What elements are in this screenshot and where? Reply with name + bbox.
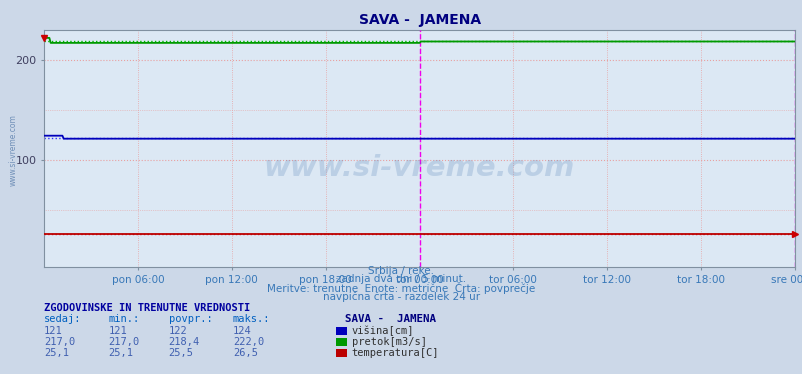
Text: min.:: min.: [108, 315, 140, 324]
Text: 218,4: 218,4 [168, 337, 200, 347]
Text: pretok[m3/s]: pretok[m3/s] [351, 337, 426, 347]
Text: maks.:: maks.: [233, 315, 270, 324]
Text: SAVA -  JAMENA: SAVA - JAMENA [345, 315, 435, 324]
Text: sedaj:: sedaj: [44, 315, 82, 324]
Text: 25,5: 25,5 [168, 348, 193, 358]
Text: zadnja dva dni / 5 minut.: zadnja dva dni / 5 minut. [336, 275, 466, 284]
Text: 121: 121 [108, 326, 127, 335]
Text: povpr.:: povpr.: [168, 315, 212, 324]
Text: 121: 121 [44, 326, 63, 335]
Text: 26,5: 26,5 [233, 348, 257, 358]
Text: navpična črta - razdelek 24 ur: navpična črta - razdelek 24 ur [322, 292, 480, 302]
Text: 217,0: 217,0 [44, 337, 75, 347]
Text: 222,0: 222,0 [233, 337, 264, 347]
Text: 124: 124 [233, 326, 251, 335]
Text: www.si-vreme.com: www.si-vreme.com [264, 154, 574, 182]
Text: 25,1: 25,1 [108, 348, 133, 358]
Text: ZGODOVINSKE IN TRENUTNE VREDNOSTI: ZGODOVINSKE IN TRENUTNE VREDNOSTI [44, 303, 250, 313]
Text: Meritve: trenutne  Enote: metrične  Črta: povprečje: Meritve: trenutne Enote: metrične Črta: … [267, 282, 535, 294]
Text: www.si-vreme.com: www.si-vreme.com [9, 114, 18, 186]
Title: SAVA -  JAMENA: SAVA - JAMENA [358, 13, 480, 27]
Text: višina[cm]: višina[cm] [351, 325, 414, 335]
Text: 217,0: 217,0 [108, 337, 140, 347]
Text: Srbija / reke.: Srbija / reke. [368, 266, 434, 276]
Text: 25,1: 25,1 [44, 348, 69, 358]
Text: 122: 122 [168, 326, 187, 335]
Text: temperatura[C]: temperatura[C] [351, 348, 439, 358]
